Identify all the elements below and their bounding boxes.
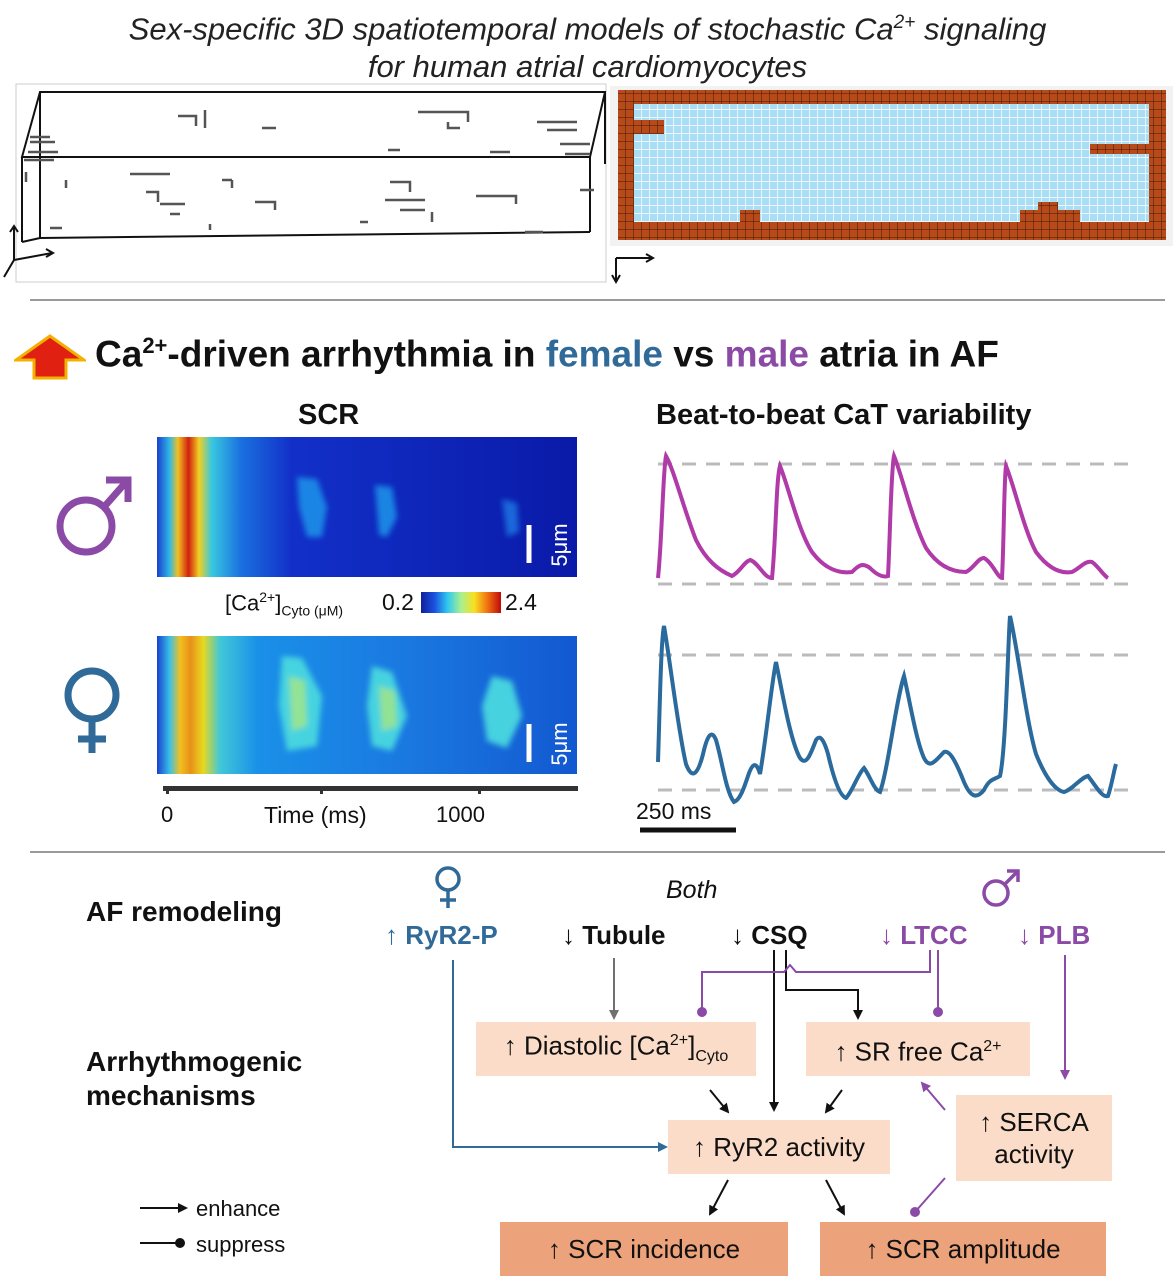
- colorbar: [421, 592, 501, 613]
- male-symbol-icon: [56, 476, 132, 556]
- time-axis: [163, 786, 578, 791]
- female-cat-trace: [656, 615, 1118, 805]
- cell-3d-model: [3, 83, 607, 283]
- colorbar-max: 2.4: [505, 589, 537, 615]
- cat-traces: [640, 449, 1128, 833]
- divider-top: [30, 299, 1165, 301]
- colorbar-label: [Ca2+]Cyto (μM): [225, 589, 344, 619]
- scale-label-female: 5μm: [547, 722, 572, 765]
- figure-title: Sex-specific 3D spatiotemporal models of…: [128, 11, 1047, 85]
- male-small-icon: [982, 869, 1020, 907]
- male-cat-trace: [656, 449, 1110, 581]
- factor-csq: ↓ CSQ: [731, 920, 808, 950]
- arrow-up-icon: [14, 334, 86, 380]
- factor-ryr2p: ↑ RyR2-P: [385, 920, 498, 950]
- both-label: Both: [666, 876, 718, 904]
- box-serca-activity: ↑ SERCA activity: [956, 1095, 1112, 1181]
- colorbar-min: 0.2: [382, 589, 414, 615]
- legend-enhance: enhance: [196, 1196, 281, 1221]
- cell-cross-section-grid: [610, 86, 1173, 285]
- scale-label-male: 5μm: [547, 523, 572, 566]
- factor-ltcc: ↓ LTCC: [880, 920, 968, 950]
- box-diastolic-ca: ↑ Diastolic [Ca2+]Cyto: [476, 1022, 756, 1076]
- scr-heatmap-female: 5μm: [157, 636, 577, 774]
- female-symbol-icon: [64, 667, 120, 753]
- axis-tick: [478, 786, 481, 794]
- time-scale-label: 250 ms: [636, 798, 712, 824]
- female-small-icon: [435, 866, 461, 908]
- scr-title: SCR: [298, 399, 360, 431]
- axis-label: Time (ms): [264, 802, 367, 828]
- headline: Ca2+-driven arrhythmia in female vs male…: [95, 333, 999, 375]
- box-scr-incidence: ↑ SCR incidence: [500, 1222, 788, 1276]
- tick-label: 0: [161, 802, 174, 827]
- factor-tubule: ↓ Tubule: [562, 920, 666, 950]
- row-label-mechanisms: Arrhythmogenic mechanisms: [86, 1046, 303, 1111]
- axis-tick: [320, 786, 323, 794]
- cat-title: Beat-to-beat CaT variability: [656, 399, 1032, 431]
- tick-label: 1000: [436, 802, 485, 827]
- axis-tick: [166, 786, 169, 794]
- box-scr-amplitude: ↑ SCR amplitude: [820, 1222, 1106, 1276]
- scr-heatmap-male: 5μm: [157, 437, 577, 577]
- box-ryr2-activity: ↑ RyR2 activity: [668, 1120, 890, 1174]
- row-label-remodeling: AF remodeling: [86, 896, 283, 927]
- divider-bottom: [30, 851, 1165, 853]
- box-sr-free-ca: ↑ SR free Ca2+: [806, 1022, 1030, 1076]
- factor-plb: ↓ PLB: [1018, 920, 1091, 950]
- legend-suppress: suppress: [196, 1232, 286, 1257]
